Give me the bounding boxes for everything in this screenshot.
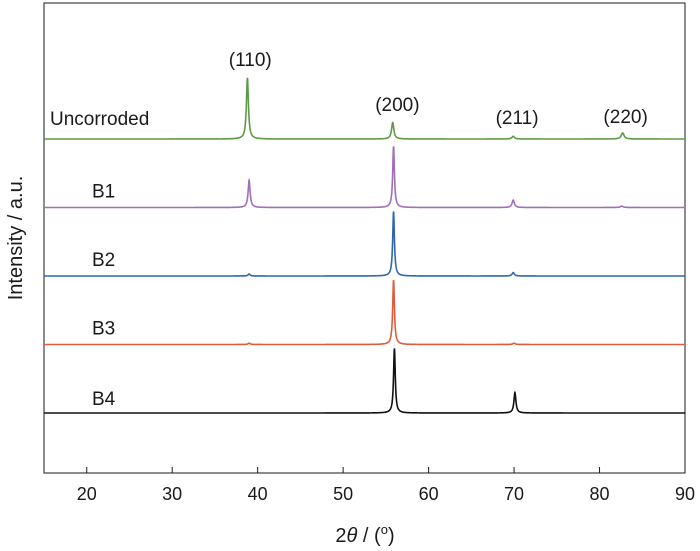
x-axis-title-unit: o xyxy=(381,522,388,537)
peak-annotation: (200) xyxy=(375,95,419,116)
series-labels: Uncorroded B1 B2 B3 B4 xyxy=(50,109,149,410)
x-axis-title-suffix: / ( xyxy=(357,525,381,547)
peak-annotation: (211) xyxy=(496,108,539,129)
x-tick-label: 50 xyxy=(333,484,353,504)
peak-annotation: (220) xyxy=(603,107,647,128)
x-tick-label: 60 xyxy=(419,484,439,504)
peak-annotation: (110) xyxy=(229,50,272,71)
series-line-b4 xyxy=(44,348,685,414)
x-tick-label: 80 xyxy=(590,484,610,504)
series-layer xyxy=(44,77,685,414)
series-label-uncorroded: Uncorroded xyxy=(50,109,149,130)
x-tick-label: 40 xyxy=(248,484,268,504)
x-tick-label: 30 xyxy=(162,484,182,504)
series-label-b4: B4 xyxy=(92,389,116,410)
plot-frame xyxy=(43,2,686,474)
y-axis-title: Intensity / a.u. xyxy=(5,176,27,301)
series-label-b2: B2 xyxy=(92,250,115,271)
x-axis-ticks: 20 30 40 50 60 70 80 90 xyxy=(77,467,695,504)
x-axis-title: 2θ / (o) xyxy=(335,522,394,547)
series-line-b1 xyxy=(44,146,685,209)
x-axis-title-close: ) xyxy=(388,525,395,547)
x-tick-label: 20 xyxy=(77,484,97,504)
x-axis-title-theta: θ xyxy=(347,525,358,547)
peak-labels: (110) (200) (211) (220) xyxy=(229,50,648,129)
series-label-b1: B1 xyxy=(92,182,115,203)
series-line-b2 xyxy=(44,211,685,277)
x-axis-title-prefix: 2 xyxy=(335,525,346,547)
series-line-b3 xyxy=(44,279,685,346)
series-label-b3: B3 xyxy=(92,319,115,340)
x-tick-label: 70 xyxy=(504,484,524,504)
series-line-uncorroded xyxy=(44,77,685,140)
x-tick-label: 90 xyxy=(675,484,695,504)
